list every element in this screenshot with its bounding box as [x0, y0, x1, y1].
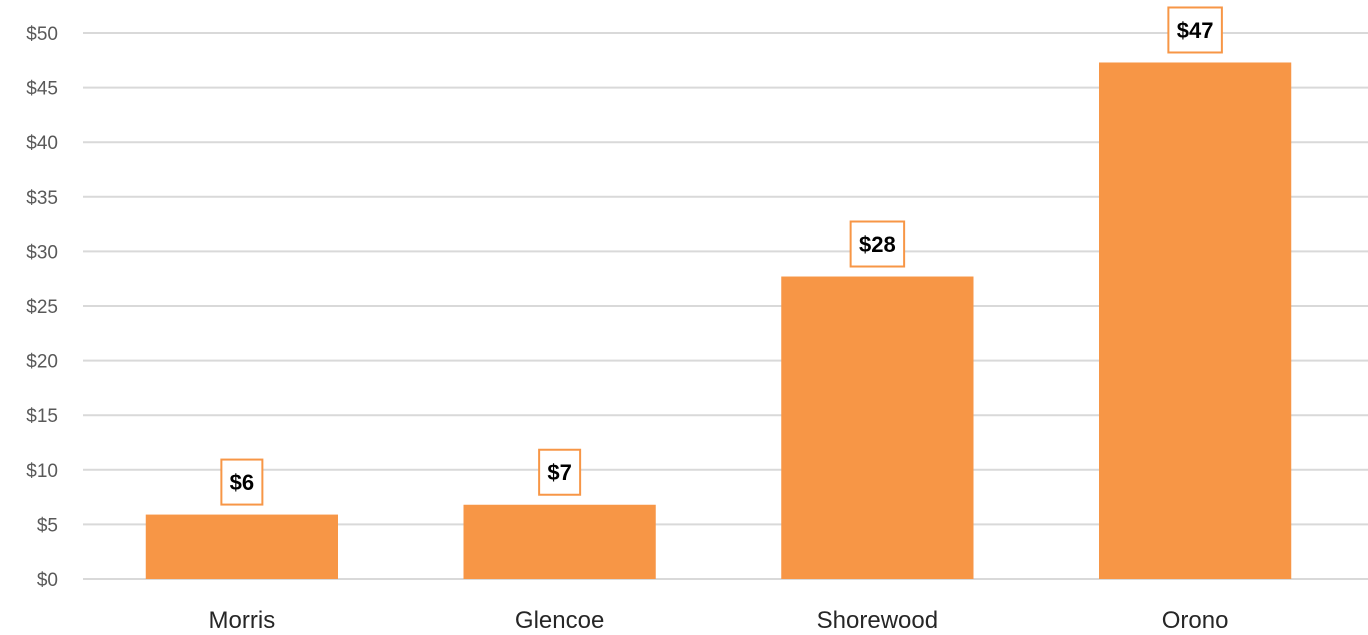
y-tick-label: $45 — [26, 79, 58, 100]
bar — [1099, 62, 1292, 579]
bar — [781, 276, 974, 579]
y-tick-label: $15 — [26, 406, 58, 427]
y-axis-tick-labels: $0 $5 $10 $15 $20 $25 $30 $35 $40 $45 $50 — [26, 24, 58, 591]
data-label: $7 — [547, 460, 571, 485]
data-label-box — [1167, 6, 1223, 54]
bars — [145, 62, 1292, 579]
category-label: Glencoe — [515, 607, 604, 634]
y-tick-label: $20 — [26, 352, 58, 373]
data-label-box — [849, 220, 906, 268]
y-tick-label: $25 — [26, 297, 58, 318]
y-tick-label: $10 — [26, 461, 58, 482]
bar — [463, 504, 656, 579]
bar — [145, 514, 338, 579]
category-label: Morris — [209, 607, 276, 634]
category-labels: Morris Glencoe Shorewood Orono — [209, 607, 1229, 634]
y-tick-label: $0 — [37, 570, 58, 591]
data-labels: $6 $7 $28 $47 — [220, 6, 1223, 506]
category-label: Orono — [1162, 607, 1229, 634]
data-label: $28 — [859, 232, 896, 257]
category-label: Shorewood — [817, 607, 938, 634]
data-label: $6 — [230, 470, 254, 495]
y-tick-label: $30 — [26, 242, 58, 263]
y-tick-label: $40 — [26, 133, 58, 154]
y-tick-label: $35 — [26, 188, 58, 209]
data-label-box — [220, 458, 264, 506]
y-tick-label: $5 — [37, 515, 58, 536]
data-label: $47 — [1177, 18, 1214, 43]
data-label-box — [538, 448, 582, 496]
y-tick-label: $50 — [26, 24, 58, 45]
